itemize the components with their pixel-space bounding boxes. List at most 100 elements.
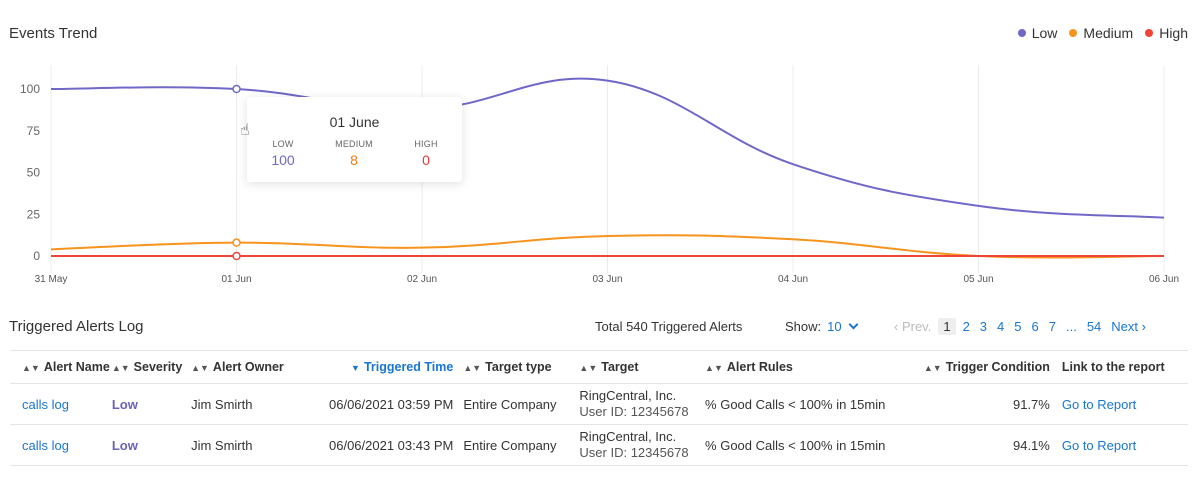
sort-desc-icon: ▼: [351, 363, 360, 373]
col-severity[interactable]: ▲▼ Severity: [112, 351, 191, 384]
chevron-down-icon[interactable]: [848, 319, 859, 330]
severity-badge: Low: [111, 437, 138, 453]
legend-dot-high: [1145, 29, 1154, 37]
legend-label-medium: Medium: [1083, 25, 1134, 41]
legend-item-high[interactable]: High: [1145, 25, 1188, 41]
x-tick-label: 05 Jun: [963, 274, 993, 285]
alert-owner: Jim Smirth: [191, 396, 253, 412]
legend-dot-medium: [1069, 29, 1078, 37]
pagination: ‹ Prev. 1 2 3 4 5 6 7 ... 54 Next ›: [889, 318, 1151, 335]
page-1[interactable]: 1: [938, 318, 956, 335]
target-name: RingCentral, Inc.: [579, 429, 677, 444]
sort-icon: ▲▼: [705, 363, 723, 373]
target: RingCentral, Inc. User ID: 12345678: [579, 384, 705, 425]
page-3[interactable]: 3: [979, 319, 988, 334]
trigger-condition: 94.1%: [1012, 437, 1050, 453]
col-alert-name-label: Alert Name: [43, 360, 110, 374]
col-alert-rules[interactable]: ▲▼ Alert Rules: [705, 351, 924, 384]
trigger-condition: 91.7%: [1012, 396, 1050, 412]
col-triggered-time-label: Triggered Time: [363, 360, 454, 374]
triggered-time: 06/06/2021 03:43 PM: [329, 437, 454, 453]
go-to-report-link[interactable]: Go to Report: [1061, 437, 1137, 453]
target: RingCentral, Inc. User ID: 12345678: [579, 425, 705, 466]
col-target-label: Target: [601, 360, 639, 374]
chart-title: Events Trend: [9, 25, 98, 42]
data-point-medium: [232, 238, 241, 247]
log-title: Triggered Alerts Log: [9, 318, 144, 335]
data-point-low: [232, 84, 241, 94]
x-tick-label: 01 Jun: [221, 274, 251, 285]
col-target[interactable]: ▲▼ Target: [579, 351, 705, 384]
data-point-high: [232, 251, 241, 261]
page-last[interactable]: 54: [1086, 319, 1102, 334]
table-row: calls log Low Jim Smirth 06/06/2021 03:5…: [10, 384, 1188, 425]
legend-label-low: Low: [1031, 25, 1058, 41]
sort-icon: ▲▼: [22, 363, 40, 373]
alert-name-link[interactable]: calls log: [22, 396, 69, 412]
total-alerts: Total 540 Triggered Alerts: [595, 319, 743, 334]
col-alert-owner-label: Alert Owner: [212, 360, 284, 374]
legend-item-medium[interactable]: Medium: [1069, 25, 1133, 41]
legend-dot-low: [1017, 29, 1026, 37]
col-link-report: Link to the report: [1062, 351, 1188, 384]
table-row: calls log Low Jim Smirth 06/06/2021 03:4…: [10, 425, 1188, 466]
x-tick-label: 03 Jun: [592, 274, 622, 285]
go-to-report-link[interactable]: Go to Report: [1061, 396, 1137, 412]
x-tick-label: 31 May: [35, 274, 68, 285]
target-user-id: User ID: 12345678: [579, 404, 689, 419]
prev-page-button[interactable]: ‹ Prev.: [894, 319, 932, 334]
page-2[interactable]: 2: [962, 319, 970, 334]
x-tick-label: 04 Jun: [778, 274, 808, 285]
col-trigger-condition-label: Trigger Condition: [945, 360, 1050, 374]
alert-rule: % Good Calls < 100% in 15min: [705, 437, 886, 453]
chart-tooltip: 01 June LOW 100 MEDIUM 8 HIGH 0: [247, 97, 462, 182]
tooltip-low-value: 100: [271, 152, 295, 168]
col-target-type[interactable]: ▲▼ Target type: [463, 351, 579, 384]
page-size-selector[interactable]: Show: 10: [785, 319, 859, 334]
x-tick-label: 02 Jun: [407, 274, 437, 285]
col-link-report-label: Link to the report: [1061, 360, 1165, 374]
alerts-table: ▲▼ Alert Name ▲▼ Severity ▲▼ Alert Owner ▼ T…: [10, 350, 1188, 466]
next-page-button[interactable]: Next ›: [1111, 319, 1146, 334]
col-alert-name[interactable]: ▲▼ Alert Name: [10, 351, 112, 384]
sort-icon: ▲▼: [191, 363, 209, 373]
table-header-row: ▲▼ Alert Name ▲▼ Severity ▲▼ Alert Owner ▼ T…: [10, 350, 1188, 384]
col-target-type-label: Target type: [485, 360, 552, 374]
alert-name-link[interactable]: calls log: [22, 437, 69, 453]
target-type: Entire Company: [463, 437, 557, 453]
page-6[interactable]: 6: [1031, 319, 1039, 334]
y-tick-label: 100: [20, 82, 40, 96]
sort-icon: ▲▼: [579, 363, 598, 373]
sort-icon: ▲▼: [923, 363, 942, 373]
y-tick-label: 50: [27, 166, 41, 180]
tooltip-medium: MEDIUM 8: [324, 139, 384, 168]
tooltip-low-label: LOW: [272, 139, 294, 149]
y-tick-label: 0: [33, 249, 40, 263]
tooltip-high-label: HIGH: [414, 139, 438, 149]
y-tick-label: 75: [27, 124, 41, 138]
page-ellipsis: ...: [1065, 319, 1077, 334]
col-alert-owner[interactable]: ▲▼ Alert Owner: [191, 351, 302, 384]
page-7[interactable]: 7: [1048, 319, 1056, 334]
alert-rule: % Good Calls < 100% in 15min: [705, 396, 886, 412]
triggered-time: 06/06/2021 03:59 PM: [329, 396, 454, 412]
show-label: Show:: [785, 319, 822, 334]
page-size-value[interactable]: 10: [827, 319, 842, 334]
col-trigger-condition[interactable]: ▲▼ Trigger Condition: [924, 351, 1062, 384]
x-tick-label: 06 Jun: [1149, 274, 1179, 285]
page-4[interactable]: 4: [997, 319, 1005, 334]
tooltip-high: HIGH 0: [396, 139, 456, 168]
y-tick-label: 25: [27, 207, 41, 221]
chart-legend: Low Medium High: [1017, 25, 1188, 41]
legend-label-high: High: [1159, 25, 1188, 41]
events-trend-chart[interactable]: 0 25 50 75 100 31 May 01 Jun 02 Jun 03 Jun 04 Jun…: [0, 55, 1200, 295]
tooltip-high-value: 0: [422, 152, 430, 168]
legend-item-low[interactable]: Low: [1017, 25, 1058, 41]
tooltip-medium-label: MEDIUM: [335, 139, 373, 149]
tooltip-low: LOW 100: [253, 139, 313, 168]
target-name: RingCentral, Inc.: [579, 388, 677, 403]
target-type: Entire Company: [463, 396, 557, 412]
sort-icon: ▲▼: [463, 363, 482, 373]
col-triggered-time[interactable]: ▼ Triggered Time: [303, 351, 464, 384]
page-5[interactable]: 5: [1014, 319, 1022, 334]
